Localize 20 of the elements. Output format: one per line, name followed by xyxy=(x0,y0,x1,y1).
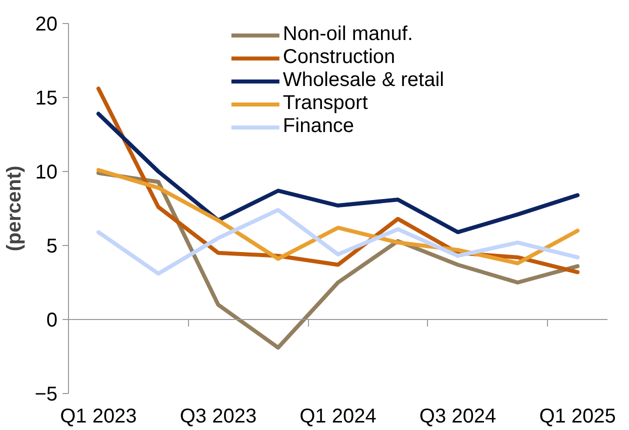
x-tick-label: Q3 2023 xyxy=(180,406,257,428)
x-tick-label: Q1 2024 xyxy=(300,406,376,428)
legend-label: Construction xyxy=(282,46,396,69)
y-tick-label: −5 xyxy=(34,384,58,406)
legend-label: Finance xyxy=(282,115,354,138)
y-axis-title: (percent) xyxy=(4,166,26,252)
x-tick-label: Q1 2025 xyxy=(539,406,616,428)
line-series xyxy=(96,112,580,234)
y-tick-label: 10 xyxy=(35,162,58,184)
x-tick-label: Q3 2024 xyxy=(419,406,496,428)
y-tick-label: 0 xyxy=(46,310,58,332)
line-series xyxy=(96,168,580,266)
y-tick-label: 20 xyxy=(35,14,58,36)
legend-label: Transport xyxy=(282,92,368,115)
x-tick-label: Q1 2023 xyxy=(60,406,137,428)
line-series xyxy=(96,208,580,276)
legend-label: Non-oil manuf. xyxy=(282,23,413,46)
y-tick-label: 15 xyxy=(35,88,58,110)
legend-label: Wholesale & retail xyxy=(282,69,444,92)
y-tick-label: 5 xyxy=(46,236,58,258)
